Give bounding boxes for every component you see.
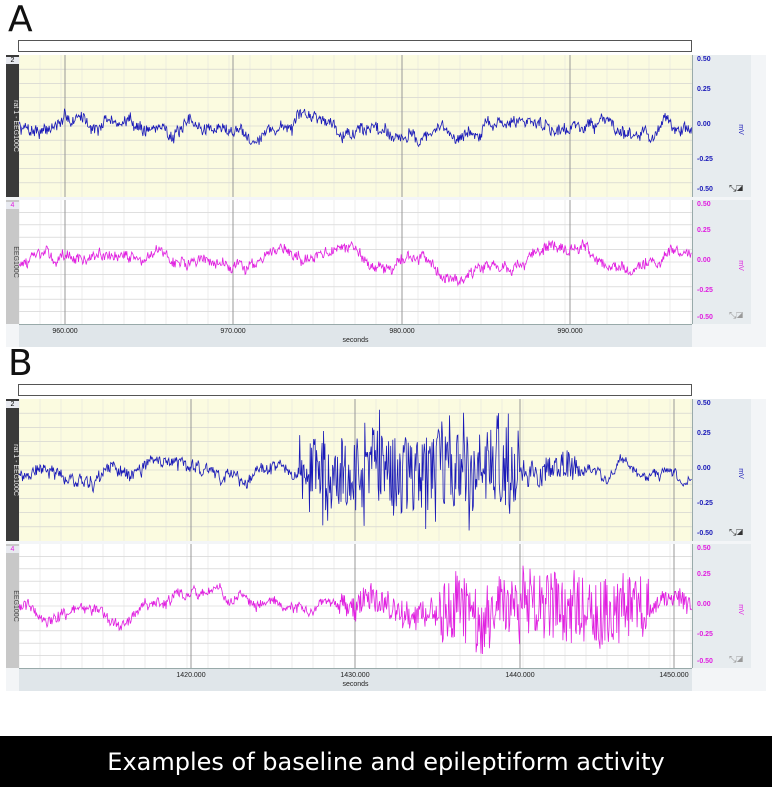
channel-label: EEG100C [12,246,19,278]
unit-label: mV [736,124,744,135]
scale-tick: 0.25 [697,430,711,437]
time-tick-label: 1450.000 [659,672,689,679]
time-tick-label: 1420.000 [176,672,206,679]
time-tick-label: 1430.000 [340,672,370,679]
channel-4-row: 4 EEG100C 0.50 0.25 0.00 -0.25 -0.50 mV … [6,544,766,668]
unit-label: mV [736,468,744,479]
scale-tick: 0.25 [697,86,711,93]
recording-panel-b: 2 rat 1 - EEG100C 0.50 0.25 0.00 -0.25 -… [6,399,766,691]
record-title-bar[interactable] [18,384,692,396]
channel-number: 2 [6,401,19,408]
channel-number: 2 [6,57,19,64]
time-axis: 1420.000 1430.000 1440.000 1450.000 seco… [19,668,692,691]
channel-4-row: 4 EEG100C 0.50 0.25 0.00 -0.25 -0.50 mV … [6,200,766,324]
time-tick-label: 980.000 [389,328,415,335]
scale-tick: 0.00 [697,601,711,608]
autoscale-icon[interactable]: ⤡◪ [728,310,743,320]
scale-tick: -0.25 [697,500,713,507]
panel-letter-b: B [8,343,33,384]
figure-caption: Examples of baseline and epileptiform ac… [0,736,772,787]
scale-tick: -0.25 [697,631,713,638]
amplitude-scale: 0.50 0.25 0.00 -0.25 -0.50 mV ⤡◪ [692,200,751,324]
scale-tick: -0.50 [697,658,713,665]
channel-label: rat 1 - EEG100C [12,100,19,152]
eeg-signal-line [19,565,692,655]
eeg-trace-blue [19,55,692,197]
eeg-trace-magenta [19,200,692,324]
time-axis-label: seconds [342,681,369,688]
channel-label: EEG100C [12,590,19,622]
eeg-plot-area[interactable] [19,200,692,324]
eeg-signal-line [19,239,692,287]
autoscale-icon[interactable]: ⤡◪ [728,527,743,537]
time-axis-label: seconds [342,337,369,344]
unit-label: mV [736,260,744,271]
amplitude-scale: 0.50 0.25 0.00 -0.25 -0.50 mV ⤡◪ [692,399,751,541]
record-title-bar[interactable] [18,40,692,52]
scale-tick: 0.50 [697,545,711,552]
eeg-signal-line [19,409,692,531]
time-tick-label: 970.000 [220,328,246,335]
channel-2-row: 2 rat 1 - EEG100C 0.50 0.25 0.00 -0.25 -… [6,55,766,197]
channel-2-row: 2 rat 1 - EEG100C 0.50 0.25 0.00 -0.25 -… [6,399,766,541]
eeg-plot-area[interactable] [19,55,692,197]
channel-label-tab[interactable]: 4 EEG100C [6,200,19,324]
scale-tick: 0.00 [697,121,711,128]
scale-tick: 0.50 [697,201,711,208]
time-tick-label: 960.000 [52,328,78,335]
channel-label-tab[interactable]: 2 rat 1 - EEG100C [6,55,19,197]
panel-letter-a: A [8,0,33,40]
eeg-trace-blue [19,399,692,541]
scale-tick: 0.50 [697,56,711,63]
autoscale-icon[interactable]: ⤡◪ [728,654,743,664]
time-tick-label: 1440.000 [505,672,535,679]
scale-tick: -0.50 [697,314,713,321]
time-axis: 960.000 970.000 980.000 990.000 seconds [19,324,692,347]
scale-tick: 0.25 [697,571,711,578]
channel-number: 4 [6,546,19,553]
recording-panel-a: 2 rat 1 - EEG100C 0.50 0.25 0.00 -0.25 -… [6,55,766,347]
channel-label-tab[interactable]: 4 EEG100C [6,544,19,668]
channel-label: rat 1 - EEG100C [12,444,19,496]
channel-label-tab[interactable]: 2 rat 1 - EEG100C [6,399,19,541]
scale-tick: 0.00 [697,257,711,264]
autoscale-icon[interactable]: ⤡◪ [728,183,743,193]
scale-tick: -0.25 [697,287,713,294]
scale-tick: -0.50 [697,530,713,537]
scale-tick: 0.25 [697,227,711,234]
channel-number: 4 [6,202,19,209]
amplitude-scale: 0.50 0.25 0.00 -0.25 -0.50 mV ⤡◪ [692,544,751,668]
time-tick-label: 990.000 [557,328,583,335]
scale-tick: -0.50 [697,186,713,193]
eeg-plot-area[interactable] [19,544,692,668]
unit-label: mV [736,604,744,615]
eeg-signal-line [19,108,692,148]
eeg-plot-area[interactable] [19,399,692,541]
eeg-trace-magenta [19,544,692,668]
scale-tick: -0.25 [697,156,713,163]
scale-tick: 0.00 [697,465,711,472]
scale-tick: 0.50 [697,400,711,407]
amplitude-scale: 0.50 0.25 0.00 -0.25 -0.50 mV ⤡◪ [692,55,751,197]
